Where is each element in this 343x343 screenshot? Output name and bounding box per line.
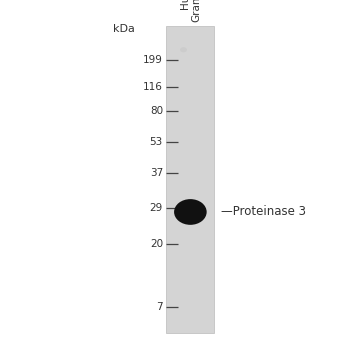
Text: 20: 20 [150,238,163,249]
Ellipse shape [174,199,206,225]
Text: —Proteinase 3: —Proteinase 3 [221,205,306,218]
Text: 116: 116 [143,82,163,93]
Text: 7: 7 [156,302,163,312]
Text: 37: 37 [150,168,163,178]
Text: kDa: kDa [113,24,134,34]
Text: 80: 80 [150,106,163,117]
Text: 29: 29 [150,202,163,213]
Ellipse shape [180,47,187,52]
Text: 199: 199 [143,55,163,65]
Text: Human
Granulocyte: Human Granulocyte [180,0,201,22]
Bar [166,26,214,333]
Text: 53: 53 [150,137,163,147]
